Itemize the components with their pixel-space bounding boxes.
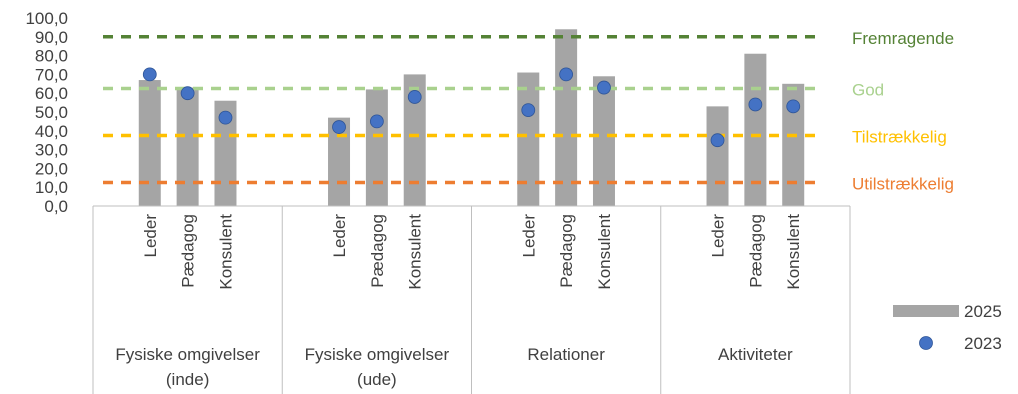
y-tick-label: 0,0 — [44, 197, 68, 216]
category-label: Konsulent — [595, 214, 614, 290]
y-tick-label: 40,0 — [35, 122, 68, 141]
point-2023 — [332, 120, 346, 134]
category-label: Leder — [330, 214, 349, 258]
category-label: Konsulent — [216, 214, 235, 290]
bar-2025 — [782, 83, 805, 206]
y-tick-label: 30,0 — [35, 141, 68, 160]
point-2023 — [710, 133, 725, 148]
category-label: Leder — [519, 214, 538, 258]
group-label: Fysiske omgivelser — [305, 345, 450, 364]
legend: 2025 2023 — [893, 302, 1002, 353]
y-tick-label: 10,0 — [35, 178, 68, 197]
threshold-label: Tilstrækkelig — [852, 128, 947, 147]
legend-label-2023: 2023 — [964, 334, 1002, 353]
point-2023 — [597, 80, 611, 95]
point-2023 — [559, 67, 574, 82]
point-2023 — [218, 110, 233, 125]
y-tick-label: 20,0 — [35, 159, 68, 178]
bar-2025 — [555, 29, 578, 207]
category-label: Konsulent — [406, 214, 425, 290]
group-label: Fysiske omgivelser — [115, 345, 260, 364]
group-label: (ude) — [357, 370, 397, 389]
bar-2025 — [744, 53, 767, 206]
bar-2025 — [365, 89, 388, 206]
legend-swatch-2025 — [893, 305, 959, 317]
legend-swatch-2023 — [919, 336, 933, 350]
y-tick-label: 60,0 — [35, 84, 68, 103]
y-tick-label: 80,0 — [35, 47, 68, 66]
group-label: (inde) — [166, 370, 209, 389]
category-label: Pædagog — [746, 214, 765, 288]
bar-2025 — [138, 80, 161, 206]
bar-2025 — [706, 106, 729, 206]
threshold-label: Fremragende — [852, 29, 954, 48]
group-label: Relationer — [527, 345, 605, 364]
points-2023 — [142, 67, 801, 148]
point-2023 — [786, 99, 801, 114]
category-label: Pædagog — [179, 214, 198, 288]
y-tick-label: 50,0 — [35, 103, 68, 122]
group-label: Aktiviteter — [718, 345, 793, 364]
threshold-lines: Fremragende God Tilstrækkelig Utilstrækkeli… — [103, 29, 954, 194]
bar-2025 — [592, 76, 615, 206]
point-2023 — [142, 67, 157, 82]
point-2023 — [180, 86, 195, 101]
y-tick-label: 90,0 — [35, 28, 68, 47]
point-2023 — [369, 114, 384, 129]
bars-2025 — [138, 29, 805, 207]
point-2023 — [748, 97, 763, 112]
category-label: Pædagog — [368, 214, 387, 288]
y-axis: 0,010,020,030,040,050,060,070,080,090,01… — [25, 9, 68, 216]
x-axis: Leder Pædagog Konsulent Fysiske omgivelser (… — [92, 205, 851, 394]
category-label: Leder — [709, 214, 728, 258]
bar-2025 — [214, 100, 237, 206]
threshold-label: Utilstrækkelig — [852, 175, 954, 194]
category-label: Leder — [141, 214, 160, 258]
y-tick-label: 100,0 — [25, 9, 68, 28]
point-2023 — [521, 103, 536, 118]
point-2023 — [407, 90, 422, 104]
threshold-label: God — [852, 81, 884, 100]
bar-2025 — [403, 74, 426, 207]
y-tick-label: 70,0 — [35, 65, 68, 84]
category-label: Konsulent — [784, 214, 803, 290]
legend-label-2025: 2025 — [964, 302, 1002, 321]
category-label: Pædagog — [557, 214, 576, 288]
bar-2025 — [517, 72, 540, 207]
bar-2025 — [176, 87, 199, 206]
